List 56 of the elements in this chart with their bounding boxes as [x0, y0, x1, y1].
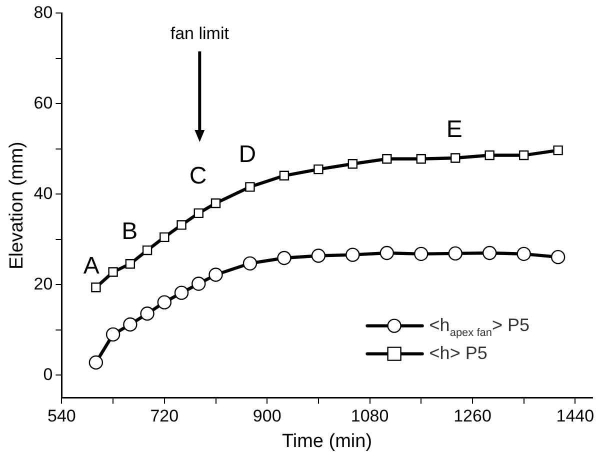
annotation: A: [83, 252, 100, 280]
point: [176, 220, 186, 230]
x-tick-label: 1260: [454, 406, 492, 426]
point: [380, 246, 394, 260]
point: [346, 248, 360, 262]
point: [482, 246, 497, 260]
x-tick-label: 540: [48, 406, 76, 426]
annotation: fan limit: [170, 24, 230, 44]
y-tick-label: 80: [34, 2, 53, 22]
point: [88, 355, 104, 370]
point: [91, 282, 101, 292]
point: [123, 317, 138, 332]
y-tick-label: 60: [34, 93, 53, 112]
legend-label: <h> P5: [429, 342, 488, 363]
point: [279, 170, 290, 180]
annotation: D: [238, 141, 256, 168]
x-tick-label: 720: [150, 406, 179, 426]
y-tick-label: 20: [34, 274, 53, 294]
point: [140, 306, 154, 321]
point: [414, 246, 428, 262]
point: [142, 245, 152, 256]
x-tick-label: 900: [252, 406, 282, 426]
point: [108, 267, 118, 277]
annotation: E: [446, 116, 462, 144]
y-tick-label: 40: [34, 184, 53, 203]
point: [210, 198, 221, 208]
point: [416, 154, 426, 164]
point: [484, 150, 494, 160]
point: [277, 250, 292, 266]
annotation: C: [189, 162, 207, 190]
point: [518, 150, 529, 160]
point: [553, 145, 563, 156]
point: [450, 153, 460, 163]
point: [348, 159, 358, 169]
y-tick-label: 0: [43, 364, 53, 384]
point: [125, 259, 136, 269]
point: [382, 154, 392, 164]
point: [550, 250, 566, 264]
point: [160, 232, 170, 242]
point: [448, 246, 462, 261]
x-tick-label: 1080: [350, 406, 389, 426]
point: [157, 295, 172, 310]
point: [311, 248, 326, 263]
point: [242, 256, 258, 271]
point: [194, 208, 204, 218]
point: [106, 327, 120, 342]
point: [314, 164, 324, 174]
point: [208, 268, 223, 282]
point: [245, 182, 255, 192]
y-axis-title: Elevation (mm): [6, 142, 28, 270]
point: [192, 276, 206, 291]
x-tick-label: 1440: [556, 406, 594, 426]
x-axis-title: Time (min): [282, 430, 372, 452]
point: [174, 286, 189, 300]
annotation: B: [122, 218, 138, 246]
point: [516, 246, 531, 262]
